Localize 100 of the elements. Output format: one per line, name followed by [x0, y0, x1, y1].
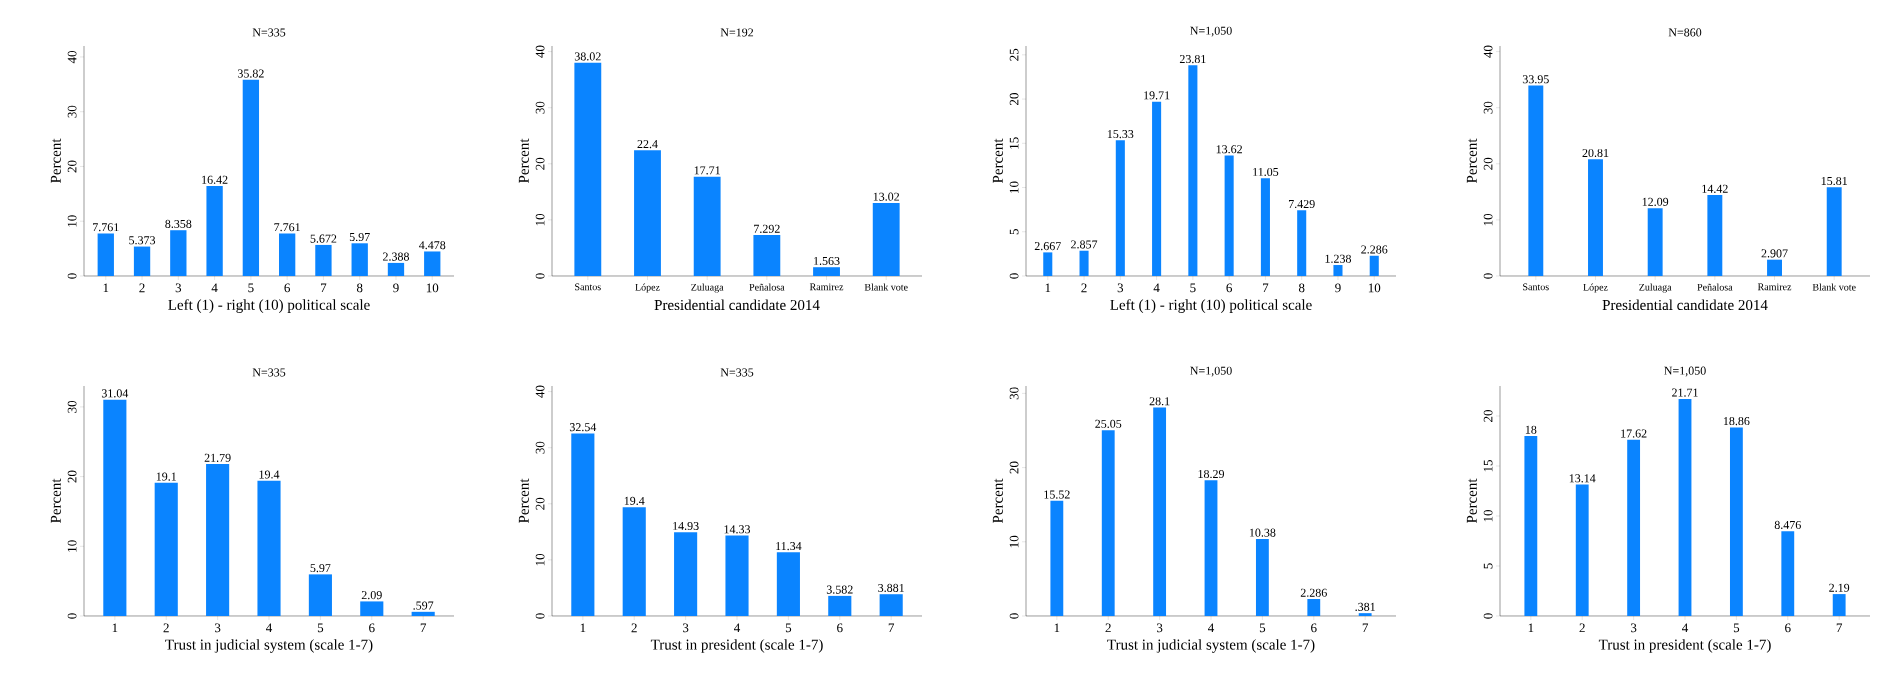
- x-tick-label: 7: [420, 623, 427, 633]
- bar: [1729, 427, 1743, 616]
- bar: [1297, 210, 1307, 276]
- bar: [278, 233, 296, 276]
- y-tick-label: 20: [535, 497, 545, 510]
- x-axis-title: Left (1) - right (10) political scale: [1110, 299, 1312, 313]
- data-label: 18: [1525, 425, 1537, 434]
- data-label: 2.09: [361, 591, 382, 600]
- x-tick-label: 6: [1311, 623, 1317, 633]
- x-tick-label: Peñalosa: [1697, 283, 1733, 291]
- x-tick-label: Blank vote: [864, 283, 908, 291]
- x-tick-label: 7: [1362, 623, 1369, 633]
- y-tick-label: 0: [1483, 273, 1493, 279]
- bar: [1101, 430, 1115, 616]
- x-tick-label: 10: [1368, 283, 1381, 293]
- data-label: 16.42: [202, 175, 228, 184]
- bar: [828, 595, 852, 616]
- x-tick-label: 8: [1298, 283, 1305, 293]
- data-label: 2.286: [1300, 588, 1327, 597]
- data-label: 19.1: [156, 472, 177, 481]
- y-tick-label: 30: [1009, 387, 1019, 400]
- bar: [1153, 407, 1167, 616]
- data-label: 13.62: [1216, 145, 1242, 154]
- y-tick-label: 30: [67, 105, 77, 118]
- data-label: 21.71: [1672, 388, 1698, 397]
- data-label: 25.05: [1095, 419, 1122, 428]
- y-tick-label: 10: [67, 540, 77, 552]
- data-label: 33.95: [1522, 75, 1549, 84]
- x-tick-label: Zuluaga: [1639, 283, 1672, 293]
- bar: [813, 267, 840, 276]
- data-label: 31.04: [101, 389, 129, 398]
- data-label: 20.81: [1582, 148, 1609, 158]
- x-tick-label: Zuluaga: [691, 283, 724, 293]
- bar: [1260, 178, 1270, 276]
- data-label: 4.478: [418, 241, 446, 250]
- x-tick-label: 1: [103, 283, 109, 293]
- data-label: 15.81: [1821, 176, 1847, 186]
- chart-title: N=335: [720, 368, 754, 377]
- data-label: 18.29: [1198, 469, 1225, 479]
- x-tick-label: Ramirez: [1757, 283, 1792, 291]
- bar: [634, 150, 661, 276]
- data-label: 21.79: [204, 453, 231, 462]
- bar: [1781, 531, 1795, 616]
- chart-title: N=1,050: [1190, 26, 1232, 37]
- chart-title: N=335: [252, 368, 286, 377]
- y-tick-label: 10: [535, 213, 545, 226]
- x-tick-label: 4: [734, 623, 741, 633]
- x-tick-label: Peñalosa: [749, 283, 785, 291]
- x-tick-label: 2: [1081, 283, 1087, 293]
- chart-title: N=860: [1668, 28, 1702, 37]
- x-axis-title: Trust in president (scale 1-7): [650, 639, 823, 653]
- x-tick-label: 3: [215, 623, 221, 633]
- bar: [1767, 259, 1782, 276]
- y-tick-label: 5: [1009, 229, 1019, 235]
- data-label: 11.05: [1253, 167, 1279, 177]
- y-tick-label: 20: [535, 157, 545, 170]
- x-tick-label: 3: [1157, 623, 1163, 633]
- data-label: 7.761: [93, 223, 119, 232]
- data-label: 13.02: [873, 192, 900, 201]
- chart-title: N=192: [720, 28, 754, 37]
- data-label: 5.97: [349, 232, 370, 242]
- bar: [257, 480, 281, 616]
- y-tick-label: 0: [535, 273, 545, 279]
- bar: [170, 230, 187, 276]
- data-label: 8.358: [165, 219, 192, 229]
- data-label: 2.857: [1071, 240, 1098, 249]
- bar: [571, 433, 595, 616]
- x-tick-label: 4: [266, 623, 273, 633]
- x-tick-label: 2: [631, 623, 637, 633]
- x-tick-label: 3: [1117, 283, 1124, 293]
- bar: [206, 464, 230, 616]
- y-tick-label: 10: [1483, 509, 1493, 522]
- bar: [360, 601, 384, 616]
- y-tick-label: 5: [1483, 563, 1493, 569]
- y-tick-label: 10: [1483, 213, 1493, 226]
- x-tick-label: 5: [317, 623, 324, 633]
- y-tick-label: 25: [1009, 48, 1019, 61]
- x-tick-label: 3: [683, 623, 689, 633]
- x-tick-label: 9: [1335, 283, 1341, 293]
- bar: [1043, 252, 1053, 276]
- data-label: 32.54: [569, 423, 597, 432]
- x-tick-label: 9: [393, 283, 399, 293]
- x-tick-label: 4: [1682, 623, 1689, 633]
- x-axis-title: Trust in president (scale 1-7): [1598, 639, 1771, 653]
- x-tick-label: 3: [1631, 623, 1637, 633]
- bar: [776, 552, 800, 616]
- y-axis-title: Percent: [992, 138, 1003, 184]
- x-tick-label: 1: [1054, 623, 1060, 633]
- data-label: 17.62: [1621, 429, 1647, 438]
- x-tick-label: 7: [1836, 623, 1843, 633]
- bar: [154, 482, 178, 616]
- data-label: 5.373: [129, 236, 156, 245]
- bar: [1255, 538, 1269, 616]
- data-label: .381: [1355, 602, 1375, 611]
- x-tick-label: 6: [1785, 623, 1791, 633]
- y-axis-title: Percent: [50, 478, 61, 524]
- bar: [574, 62, 602, 276]
- bar: [1647, 208, 1663, 276]
- data-label: 2.667: [1034, 242, 1061, 251]
- bar: [411, 611, 435, 616]
